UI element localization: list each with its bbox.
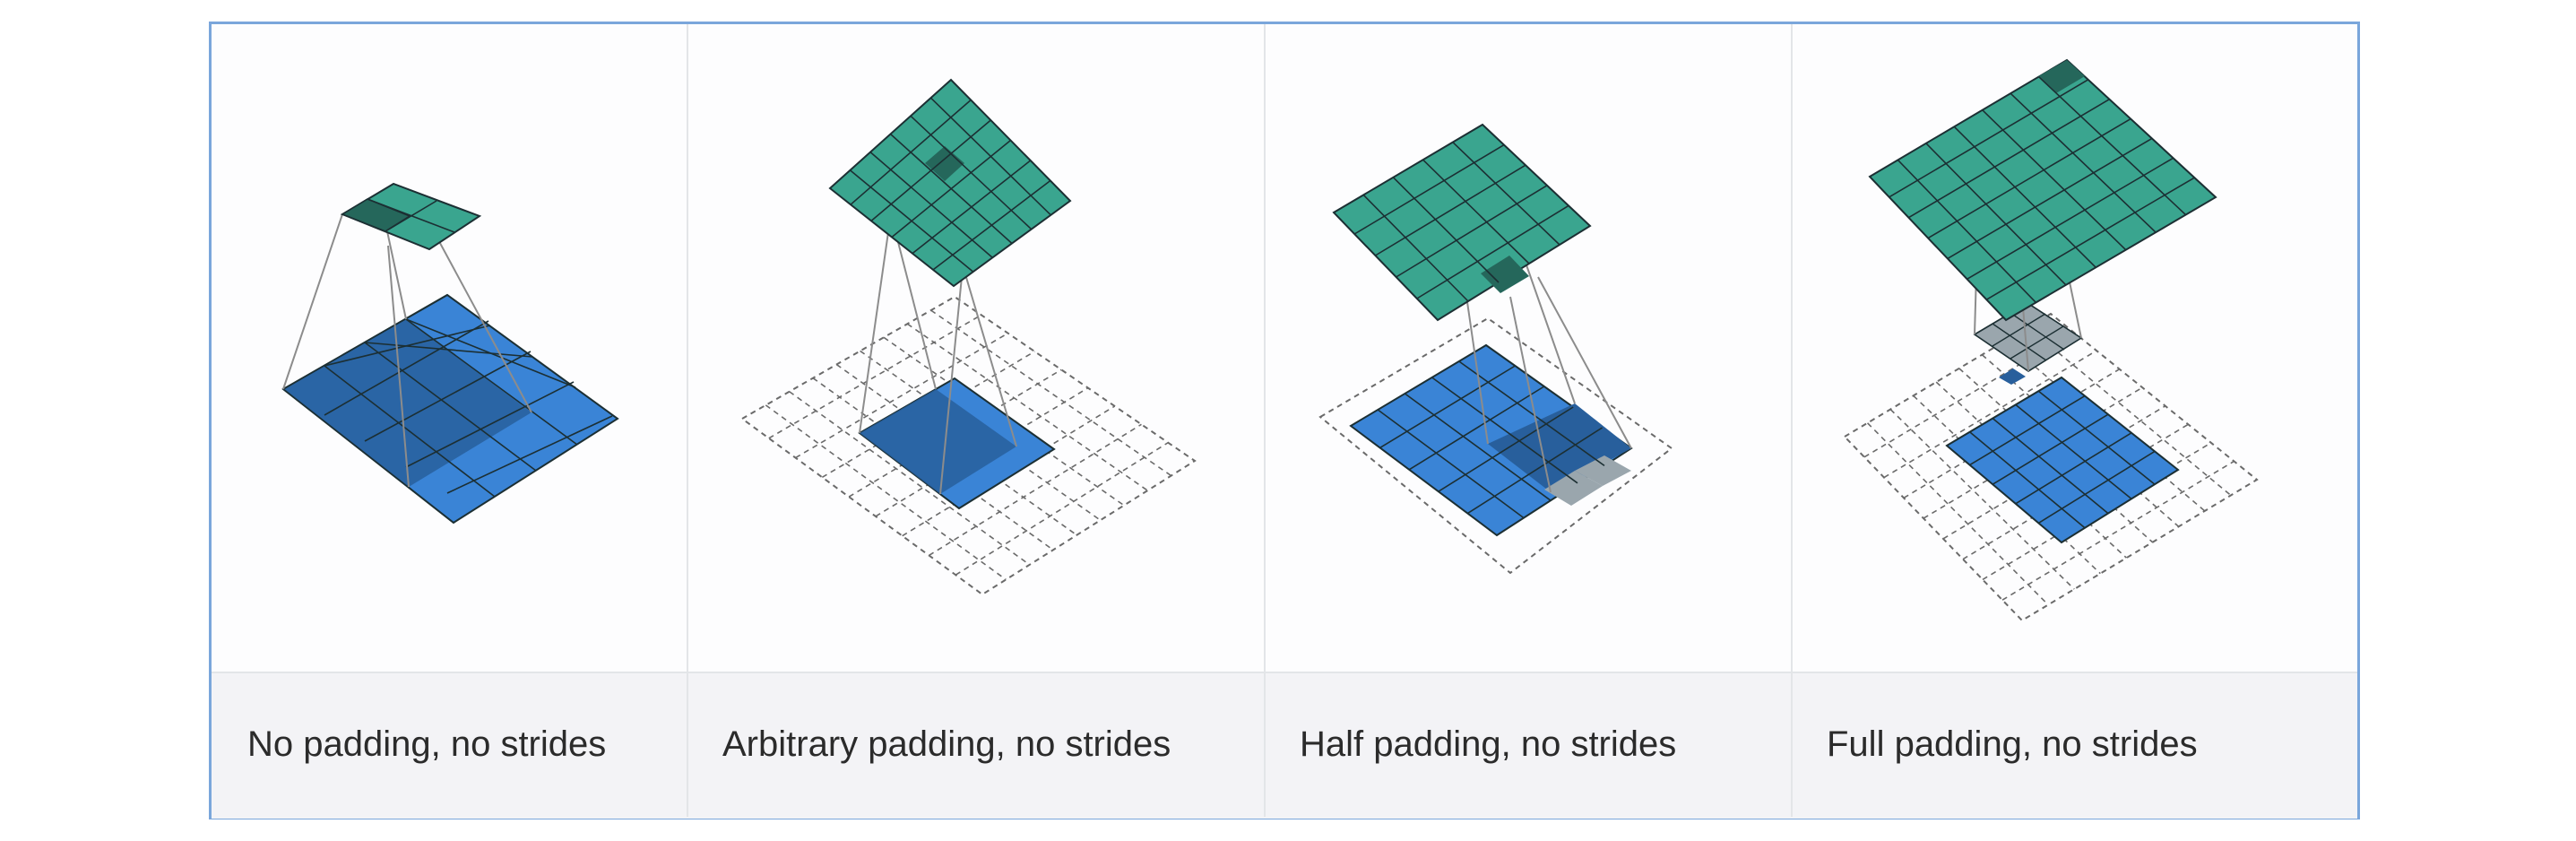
padding-grid-line [1883,350,2097,479]
padding-grid-line [1903,368,2121,499]
output-grid-line [1947,137,2153,260]
diagram-arbitrary-padding-no-strides [740,78,1197,596]
output-grid-line [1982,109,2127,251]
output-grid-line [2010,92,2157,233]
column-divider [1264,24,1266,817]
output-grid [340,182,482,251]
column-full-padding: Full padding, no strides [1791,24,2357,817]
padding-grid-line [875,386,1089,517]
padding-grid-line [955,441,1169,576]
padding-grid-line [795,332,1008,459]
input-grid-line [1404,393,1552,501]
input-grid-line [1431,377,1578,484]
input-grid [1945,376,2180,544]
diagram-half-padding-no-strides [1318,123,1673,575]
input-grid-line [1969,394,2086,466]
output-grid-line [1927,117,2131,239]
output-grid-line [2038,75,2187,216]
output-grid-line [1953,126,2096,268]
column-no-padding: No padding, no strides [212,24,687,817]
input-grid-line [1992,417,2109,515]
input-grid-line [1969,431,2086,529]
input-grid-line [1992,413,2109,485]
output-grid-line [1908,99,2110,219]
input-grid-line [2015,432,2132,505]
diagram-no-padding-no-strides [281,182,619,525]
padding-grid [740,295,1197,596]
column-half-padding: Half padding, no strides [1264,24,1791,817]
kernel-grid [1973,302,2083,385]
column-divider [687,24,688,817]
output-grid-line [1362,194,1469,302]
output-grid [1332,123,1592,322]
padding-grid-line [1889,408,2075,590]
padding-grid-line [2027,326,2232,497]
padding-grid-line [768,314,982,439]
output-grid-line [1396,185,1548,278]
output-grid-line [1967,157,2174,280]
output-grid-line [1422,159,1530,264]
caption-half-padding-no-strides: Half padding, no strides [1300,724,1677,764]
caption-no-padding-no-strides: No padding, no strides [247,724,607,764]
input-grid-line [1379,365,1516,449]
padding-grid-line [1923,386,2143,519]
input-grid [1349,343,1633,537]
input-grid-line [1408,386,1545,471]
input-grid [858,377,1056,510]
output-grid-line [1925,143,2067,286]
padding-grid-line [789,391,1031,566]
output-grid-line [1889,79,2089,198]
output-grid-line [1452,142,1560,246]
input-grid [281,293,619,525]
column-divider [1791,24,1793,817]
caption-full-padding-no-strides: Full padding, no strides [1827,724,2198,764]
output-grid-line [932,179,1051,271]
output-grid-line [1353,143,1505,235]
padding-grid-line [929,423,1142,557]
caption-row [212,672,2357,819]
input-grid-line [2037,450,2156,525]
input-grid-line [1377,409,1525,519]
padding-grid-line [765,404,1007,581]
input-grid-line [1438,406,1574,492]
output-grid [1868,58,2217,322]
caption-arbitrary-padding-no-strides: Arbitrary padding, no strides [722,724,1171,764]
convolution-figure-table: No padding, no strides Ar [209,22,2360,819]
padding-grid-line [1863,331,2074,458]
input-grid-line [1466,427,1604,515]
output-grid-line [1416,204,1569,299]
input-grid-line [2015,403,2132,500]
output-grid-line [1985,177,2195,300]
input-grid-line [1458,360,1605,467]
padding-grid [1318,316,1673,575]
padding-grid-line [902,405,1116,537]
padding-grid [1843,312,2259,622]
input-grid-line [2037,390,2156,485]
receptive-field-lines [1465,256,1632,493]
diagram-full-padding-no-strides [1843,58,2259,622]
padding-grid-line [1866,422,2049,606]
output-grid-line [1392,177,1500,283]
output-grid-line [1374,164,1526,256]
column-arbitrary-padding: Arbitrary padding, no strides [687,24,1264,817]
output-grid-line [1897,159,2037,303]
padding-grid-line [848,368,1062,498]
